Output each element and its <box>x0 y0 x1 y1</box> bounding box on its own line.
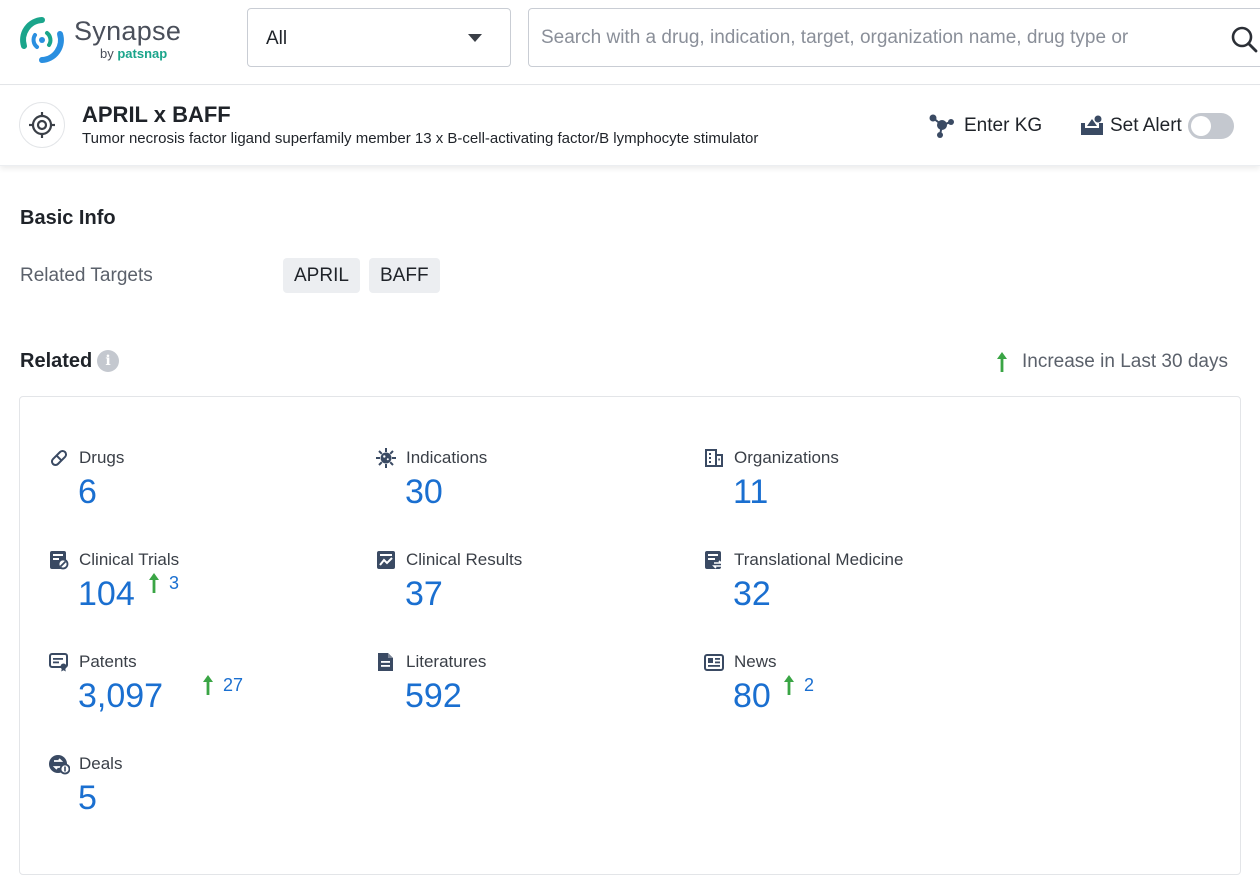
clinical-trial-icon <box>48 549 70 571</box>
stat-value: 6 <box>78 473 97 512</box>
up-arrow-icon <box>148 572 160 594</box>
stat-increase: 27 <box>202 673 243 697</box>
set-alert: Set Alert <box>1080 112 1234 140</box>
stat-value: 11 <box>733 473 768 512</box>
up-arrow-icon <box>783 674 795 696</box>
increase-legend: Increase in Last 30 days <box>996 350 1228 374</box>
related-title: Related <box>20 350 92 373</box>
stat-value: 3,097 <box>78 677 163 716</box>
target-tag-baff[interactable]: BAFF <box>369 258 440 293</box>
up-arrow-icon <box>202 674 214 696</box>
synapse-logo[interactable]: Synapse by patsnap <box>18 14 218 66</box>
news-icon <box>703 651 725 673</box>
basic-info-title: Basic Info <box>20 207 116 230</box>
set-alert-label: Set Alert <box>1110 115 1182 137</box>
stat-clinical-results[interactable]: Clinical Results 37 <box>375 549 675 639</box>
top-bar: Synapse by patsnap All <box>0 0 1260 85</box>
stat-value: 37 <box>405 575 443 614</box>
stat-indications[interactable]: Indications 30 <box>375 447 675 537</box>
enter-kg-label: Enter KG <box>964 115 1042 137</box>
increase-count: 3 <box>169 573 179 594</box>
caret-down-icon <box>468 34 482 42</box>
stat-label: Literatures <box>406 652 486 672</box>
search-icon[interactable] <box>1229 24 1259 54</box>
stat-patents[interactable]: Patents 3,097 27 <box>48 651 348 741</box>
search-scope-value: All <box>266 28 287 50</box>
translational-icon <box>703 549 725 571</box>
stat-news[interactable]: News 80 2 <box>703 651 1003 741</box>
logo-name: Synapse <box>74 16 181 47</box>
search-box <box>528 8 1260 67</box>
toggle-knob <box>1191 116 1211 136</box>
building-icon <box>703 447 725 469</box>
stat-label: Clinical Trials <box>79 550 179 570</box>
stat-label: Clinical Results <box>406 550 522 570</box>
search-input[interactable] <box>541 19 1221 57</box>
increase-legend-label: Increase in Last 30 days <box>1022 351 1228 373</box>
alert-toggle[interactable] <box>1188 113 1234 139</box>
stat-value: 592 <box>405 677 462 716</box>
search-scope-select[interactable]: All <box>247 8 511 67</box>
target-icon <box>19 102 65 148</box>
stat-increase: 3 <box>148 571 179 595</box>
entity-header: APRIL x BAFF Tumor necrosis factor ligan… <box>0 86 1260 166</box>
stat-clinical-trials[interactable]: Clinical Trials 104 3 <box>48 549 348 639</box>
stat-label: Deals <box>79 754 122 774</box>
logo-brand: patsnap <box>117 46 167 61</box>
stat-increase: 2 <box>783 673 814 697</box>
stat-label: Translational Medicine <box>734 550 903 570</box>
logo-subtitle: by patsnap <box>100 46 167 61</box>
alert-icon <box>1080 115 1104 137</box>
patent-icon <box>48 651 70 673</box>
stat-label: News <box>734 652 777 672</box>
up-arrow-icon <box>996 351 1008 373</box>
stat-deals[interactable]: Deals 5 <box>48 753 348 843</box>
stat-drugs[interactable]: Drugs 6 <box>48 447 348 537</box>
virus-icon <box>375 447 397 469</box>
stat-translational-medicine[interactable]: Translational Medicine 32 <box>703 549 1003 639</box>
target-tag-april[interactable]: APRIL <box>283 258 360 293</box>
increase-count: 27 <box>223 675 243 696</box>
stat-value: 80 <box>733 677 771 716</box>
stat-label: Organizations <box>734 448 839 468</box>
entity-subtitle: Tumor necrosis factor ligand superfamily… <box>82 130 758 147</box>
info-icon[interactable]: i <box>97 350 119 372</box>
stat-value: 30 <box>405 473 443 512</box>
pill-icon <box>48 447 70 469</box>
increase-count: 2 <box>804 675 814 696</box>
enter-kg-button[interactable]: Enter KG <box>928 112 1042 140</box>
related-stats-card: Drugs 6 Indications 30 Organizations 11 … <box>19 396 1241 875</box>
stat-organizations[interactable]: Organizations 11 <box>703 447 1003 537</box>
stat-value: 32 <box>733 575 771 614</box>
stat-label: Indications <box>406 448 487 468</box>
literature-icon <box>375 651 397 673</box>
logo-by: by <box>100 46 114 61</box>
stat-label: Patents <box>79 652 137 672</box>
stat-value: 5 <box>78 779 97 818</box>
knowledge-graph-icon <box>928 113 956 139</box>
deal-icon <box>48 753 70 775</box>
related-targets-label: Related Targets <box>20 265 153 287</box>
stat-literatures[interactable]: Literatures 592 <box>375 651 675 741</box>
chart-doc-icon <box>375 549 397 571</box>
synapse-logo-icon <box>18 16 66 64</box>
stat-label: Drugs <box>79 448 124 468</box>
stat-value: 104 <box>78 575 135 614</box>
entity-title: APRIL x BAFF <box>82 102 231 128</box>
